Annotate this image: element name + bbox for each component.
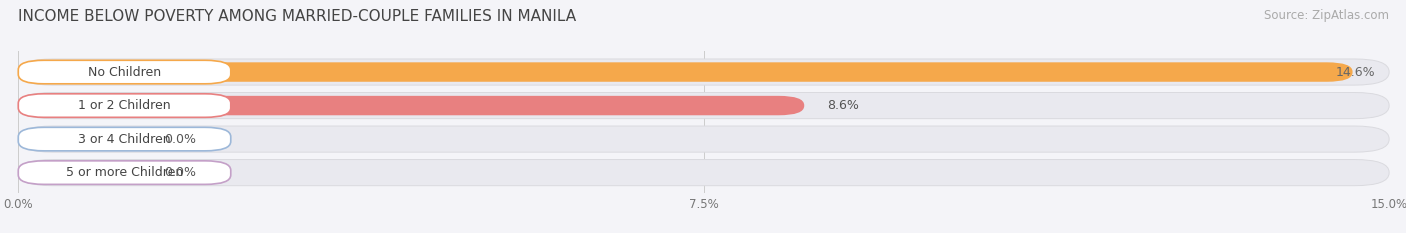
FancyBboxPatch shape: [18, 59, 1389, 85]
Text: 5 or more Children: 5 or more Children: [66, 166, 183, 179]
FancyBboxPatch shape: [18, 126, 1389, 152]
Text: 8.6%: 8.6%: [827, 99, 859, 112]
FancyBboxPatch shape: [18, 93, 1389, 119]
Text: 0.0%: 0.0%: [165, 166, 197, 179]
Text: 0.0%: 0.0%: [165, 133, 197, 146]
FancyBboxPatch shape: [18, 96, 804, 115]
Text: 14.6%: 14.6%: [1336, 65, 1375, 79]
FancyBboxPatch shape: [18, 161, 231, 184]
Text: No Children: No Children: [89, 65, 162, 79]
FancyBboxPatch shape: [18, 60, 231, 84]
FancyBboxPatch shape: [18, 62, 1353, 82]
Text: 1 or 2 Children: 1 or 2 Children: [79, 99, 172, 112]
Text: INCOME BELOW POVERTY AMONG MARRIED-COUPLE FAMILIES IN MANILA: INCOME BELOW POVERTY AMONG MARRIED-COUPL…: [18, 9, 576, 24]
FancyBboxPatch shape: [18, 127, 231, 151]
FancyBboxPatch shape: [18, 94, 231, 117]
FancyBboxPatch shape: [18, 129, 142, 149]
FancyBboxPatch shape: [18, 163, 142, 182]
Text: Source: ZipAtlas.com: Source: ZipAtlas.com: [1264, 9, 1389, 22]
FancyBboxPatch shape: [18, 160, 1389, 186]
Text: 3 or 4 Children: 3 or 4 Children: [79, 133, 172, 146]
